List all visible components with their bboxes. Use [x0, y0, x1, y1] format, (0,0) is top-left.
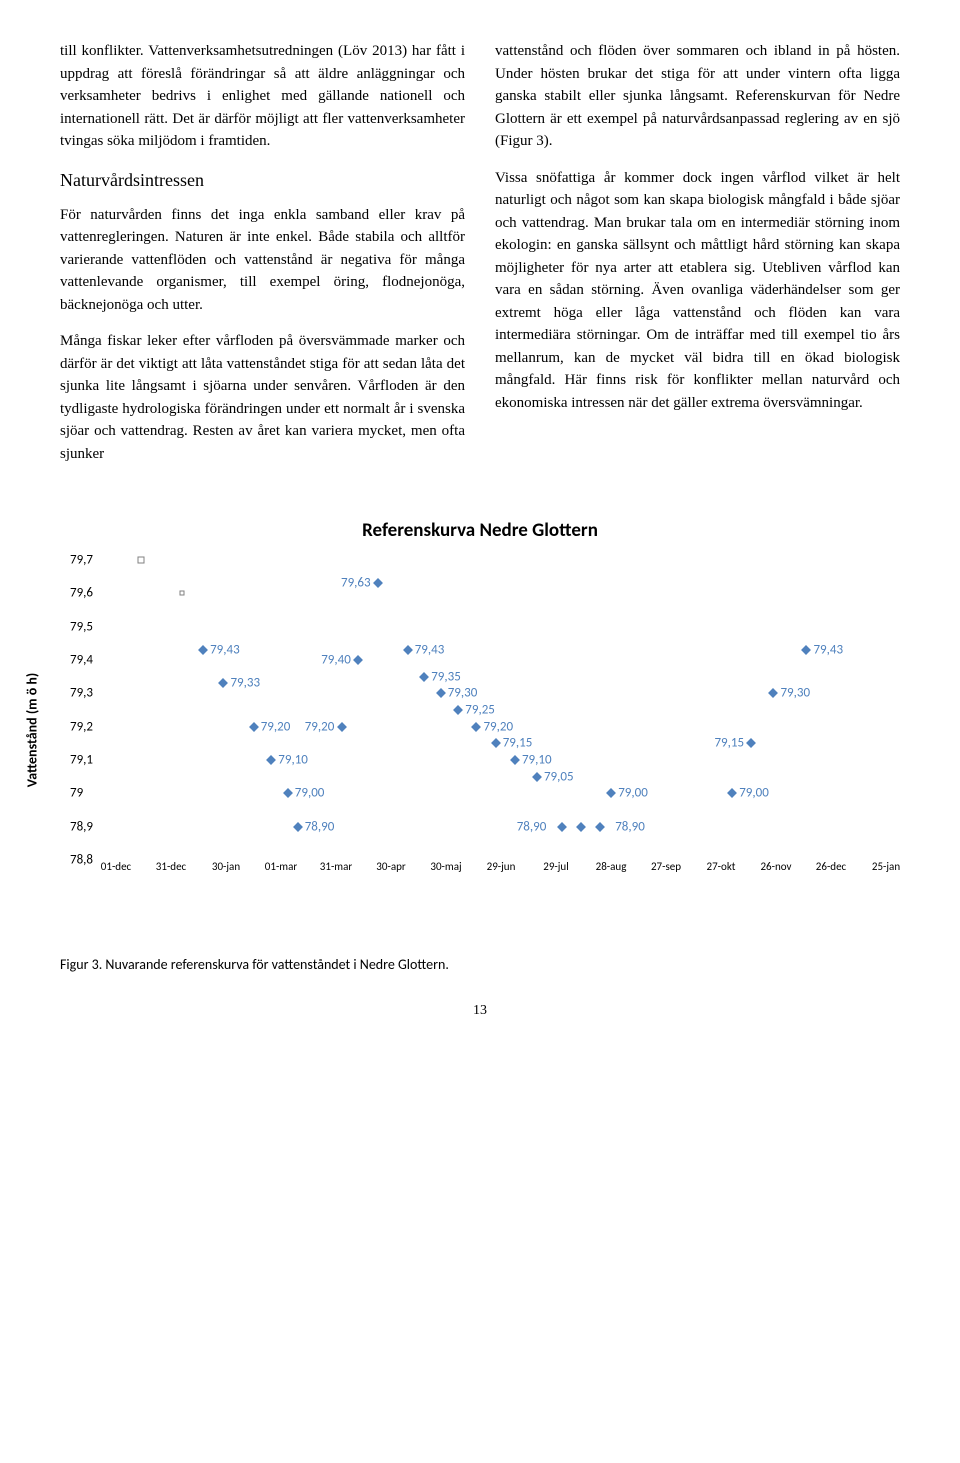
data-point: [453, 705, 463, 715]
chart-title: Referenskurva Nedre Glottern: [60, 519, 900, 542]
data-point: [557, 822, 567, 832]
x-tick-label: 25-jan: [872, 860, 900, 924]
x-tick-label: 26-dec: [816, 860, 846, 924]
data-point: [727, 788, 737, 798]
data-label: 79,25: [465, 703, 495, 718]
data-label: 79,40: [321, 653, 351, 668]
data-label: 79,43: [415, 643, 445, 658]
data-point: [293, 822, 303, 832]
data-label: 79,30: [448, 686, 478, 701]
data-label: 79,35: [431, 669, 461, 684]
data-label: 79,33: [230, 676, 260, 691]
data-point: [403, 645, 413, 655]
data-point: [337, 722, 347, 732]
data-point: [419, 672, 429, 682]
x-tick-label: 27-okt: [707, 860, 736, 924]
y-tick-label: 79,2: [70, 719, 93, 734]
data-label: 79,00: [295, 786, 325, 801]
text-columns: till konflikter. Vattenverksamhetsutredn…: [60, 40, 900, 479]
chart-container: Referenskurva Nedre Glottern Vattenstånd…: [60, 519, 900, 900]
data-label: 78,90: [517, 819, 547, 834]
x-tick-label: 31-mar: [320, 860, 352, 924]
page-number: 13: [60, 1003, 900, 1019]
data-point: [606, 788, 616, 798]
paragraph: Vissa snöfattiga år kommer dock ingen vå…: [495, 167, 900, 415]
y-tick-label: 78,9: [70, 819, 93, 834]
data-label: 79,43: [813, 643, 843, 658]
x-tick-label: 26-nov: [760, 860, 791, 924]
data-label: 78,90: [305, 819, 335, 834]
data-point: [595, 822, 605, 832]
data-label: 79,10: [278, 753, 308, 768]
data-label: 79,20: [483, 719, 513, 734]
x-tick-label: 01-mar: [265, 860, 297, 924]
data-point: [491, 738, 501, 748]
data-point: [198, 645, 208, 655]
section-heading: Naturvårdsintressen: [60, 167, 465, 194]
data-point: [471, 722, 481, 732]
y-tick-label: 79,6: [70, 586, 93, 601]
data-point: [353, 655, 363, 665]
data-point: [746, 738, 756, 748]
data-label: 78,90: [615, 819, 645, 834]
data-point: [801, 645, 811, 655]
paragraph: Många fiskar leker efter vårfloden på öv…: [60, 330, 465, 465]
data-label: 79,43: [210, 643, 240, 658]
x-tick-label: 30-apr: [376, 860, 405, 924]
data-label: 79,15: [503, 736, 533, 751]
data-point: [266, 755, 276, 765]
y-axis-label: Vattenstånd (m ö h): [24, 673, 41, 788]
data-point: [283, 788, 293, 798]
scatter-chart: Vattenstånd (m ö h) 78,878,97979,179,279…: [70, 560, 890, 900]
data-label: 79,00: [618, 786, 648, 801]
paragraph: vattenstånd och flöden över sommaren och…: [495, 40, 900, 153]
data-point: [576, 822, 586, 832]
marker-tiny: [180, 591, 185, 596]
x-tick-label: 29-jun: [487, 860, 516, 924]
y-tick-label: 79,7: [70, 553, 93, 568]
data-point: [373, 578, 383, 588]
data-point: [436, 688, 446, 698]
paragraph: För naturvården finns det inga enkla sam…: [60, 204, 465, 317]
data-label: 79,15: [714, 736, 744, 751]
paragraph: till konflikter. Vattenverksamhetsutredn…: [60, 40, 465, 153]
x-tick-label: 30-maj: [430, 860, 461, 924]
y-tick-label: 79,1: [70, 753, 93, 768]
figure-caption: Figur 3. Nuvarande referenskurva för vat…: [60, 956, 900, 973]
data-point: [218, 678, 228, 688]
data-label: 79,20: [305, 719, 335, 734]
data-point: [249, 722, 259, 732]
data-point: [510, 755, 520, 765]
data-label: 79,20: [261, 719, 291, 734]
data-label: 79,00: [739, 786, 769, 801]
data-label: 79,30: [780, 686, 810, 701]
data-label: 79,10: [522, 753, 552, 768]
y-tick-label: 79,4: [70, 653, 93, 668]
marker-box: [138, 557, 145, 564]
right-column: vattenstånd och flöden över sommaren och…: [495, 40, 900, 479]
data-label: 79,63: [341, 576, 371, 591]
data-label: 79,05: [544, 769, 574, 784]
left-column: till konflikter. Vattenverksamhetsutredn…: [60, 40, 465, 479]
y-tick-label: 79,5: [70, 619, 93, 634]
x-tick-label: 01-dec: [101, 860, 131, 924]
x-tick-label: 27-sep: [651, 860, 681, 924]
y-tick-label: 78,8: [70, 853, 93, 868]
y-tick-label: 79: [70, 786, 83, 801]
x-tick-label: 28-aug: [596, 860, 627, 924]
data-point: [768, 688, 778, 698]
x-tick-label: 30-jan: [212, 860, 240, 924]
data-point: [532, 772, 542, 782]
x-tick-label: 29-jul: [543, 860, 568, 924]
y-tick-label: 79,3: [70, 686, 93, 701]
x-tick-label: 31-dec: [156, 860, 186, 924]
